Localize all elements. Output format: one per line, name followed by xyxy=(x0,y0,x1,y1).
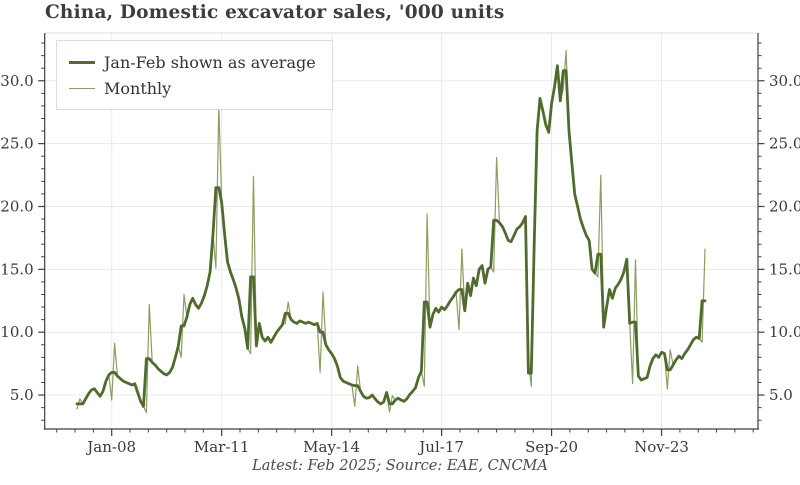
y-axis-label-left: 20.0 xyxy=(0,197,33,215)
y-axis-label-left: 5.0 xyxy=(10,386,34,404)
x-axis-label: Mar-11 xyxy=(194,438,250,456)
legend-item-monthly: Monthly xyxy=(69,75,316,101)
x-axis-label: May-14 xyxy=(303,438,360,456)
y-axis-label-left: 10.0 xyxy=(0,323,33,341)
y-axis-label-right: 25.0 xyxy=(769,135,800,153)
legend-item-average: Jan-Feb shown as average xyxy=(69,49,316,75)
source-note: Latest: Feb 2025; Source: EAE, CNCMA xyxy=(252,458,548,474)
series-line-average xyxy=(75,64,707,408)
x-axis-label: Jul-17 xyxy=(417,438,464,456)
x-axis-label: Jan-08 xyxy=(85,438,136,456)
x-axis-label: Sep-20 xyxy=(525,438,578,456)
legend-label-average: Jan-Feb shown as average xyxy=(104,52,316,72)
page-title: China, Domestic excavator sales, '000 un… xyxy=(45,2,505,23)
y-axis-label-right: 20.0 xyxy=(769,197,800,215)
y-axis-label-left: 15.0 xyxy=(0,260,33,278)
y-axis-label-right: 10.0 xyxy=(769,323,800,341)
legend-swatch-average-icon xyxy=(69,60,95,64)
legend: Jan-Feb shown as average Monthly xyxy=(56,40,333,110)
y-axis-label-right: 30.0 xyxy=(769,72,800,90)
y-axis-label-left: 30.0 xyxy=(0,72,33,90)
x-axis-label: Nov-23 xyxy=(634,438,689,456)
legend-label-monthly: Monthly xyxy=(104,78,172,98)
y-axis-label-left: 25.0 xyxy=(0,135,33,153)
y-axis-label-right: 5.0 xyxy=(769,386,793,404)
legend-swatch-monthly-icon xyxy=(69,87,95,89)
y-axis-label-right: 15.0 xyxy=(769,260,800,278)
